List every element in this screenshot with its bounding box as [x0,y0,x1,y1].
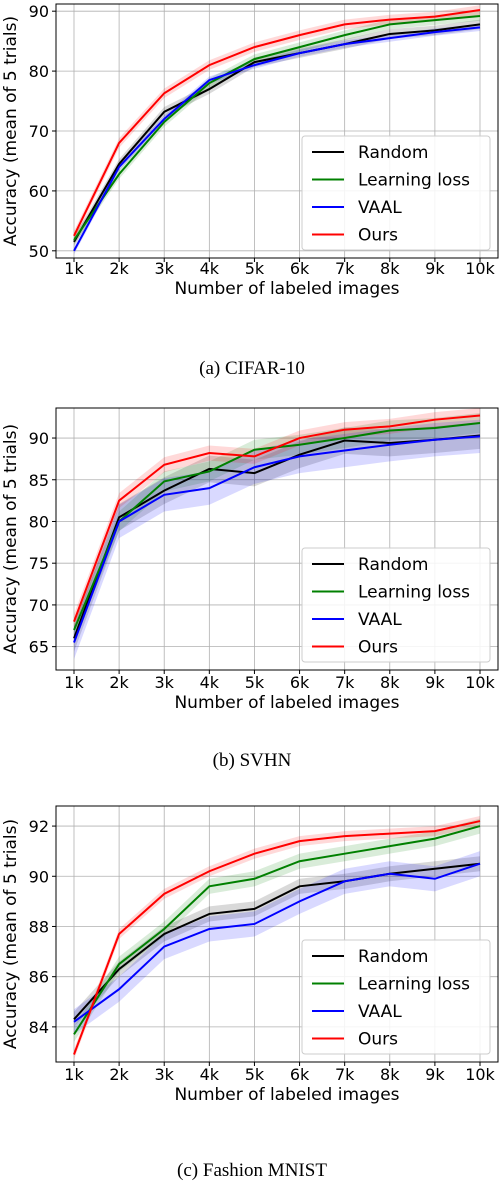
x-tick-label: 4k [200,1065,220,1084]
chart-caption: (b) SVHN [212,750,292,771]
x-tick-label: 5k [245,259,265,278]
y-tick-label: 50 [29,242,49,261]
chart-fashion-mnist: 1k 2k 3k 4k 5k 6k 7k 8k 9k 10k 84 86 88 90 92 Number of… [1,805,499,1105]
x-tick-label: 1k [64,673,84,692]
x-tick-label: 9k [425,259,445,278]
chart-panel-cifar10: 1k 2k 3k 4k 5k 6k 7k 8k 9k 10k 50 60 70 80 90 Number of… [0,0,504,390]
x-axis-label: Number of labeled images [174,279,399,299]
y-tick-label: 90 [29,2,49,21]
legend-label-random: Random [358,555,428,575]
x-tick-label: 7k [335,1065,355,1084]
y-tick-label: 80 [29,512,49,531]
x-tick-label: 2k [109,259,129,278]
y-tick-label: 60 [29,182,49,201]
series-band-learning-loss [74,413,480,640]
x-axis-label: Number of labeled images [174,1085,399,1105]
x-tick-label: 5k [245,673,265,692]
series-line-random [73,862,481,1021]
x-axis-label: Number of labeled images [174,693,399,713]
x-tick-label: 1k [64,259,84,278]
x-tick-label: 9k [425,673,445,692]
y-tick-label: 92 [29,817,49,836]
y-tick-label: 85 [29,471,49,490]
series-line-learning-loss [73,825,481,1035]
series-line-vaal [73,435,481,643]
y-axis-label: Accuracy (mean of 5 trials) [1,819,21,1049]
x-tick-label: 4k [200,673,220,692]
x-tick-label: 10k [465,1065,495,1084]
chart-panel-svhn: 1k 2k 3k 4k 5k 6k 7k 8k 9k 10k 65 70 75 80 85 90 Number … [0,392,504,782]
y-axis-label: Accuracy (mean of 5 trials) [1,424,21,654]
y-tick-label: 70 [29,122,49,141]
y-tick-label: 86 [29,968,49,987]
series-band-learning-loss [74,818,480,1042]
x-tick-label: 3k [154,673,174,692]
series-line-ours [73,9,481,237]
x-tick-label: 3k [154,259,174,278]
legend-label-vaal: VAAL [358,198,402,218]
legend-label-learning-loss: Learning loss [358,583,470,603]
series-line-random [73,23,481,243]
x-tick-label: 10k [465,259,495,278]
series-line-vaal [73,26,481,252]
legend-label-learning-loss: Learning loss [358,975,470,995]
legend-box [301,547,491,663]
y-tick-label: 88 [29,917,49,936]
series-line-vaal [73,862,481,1023]
series-band-vaal [74,851,480,1035]
x-tick-label: 2k [109,1065,129,1084]
x-tick-label: 1k [64,1065,84,1084]
legend-label-random: Random [358,143,428,163]
x-tick-label: 2k [109,673,129,692]
y-tick-label: 80 [29,62,49,81]
x-tick-label: 6k [290,673,310,692]
x-tick-label: 7k [335,673,355,692]
legend: Random Learning loss VAAL Ours [301,547,491,663]
chart-cifar10: 1k 2k 3k 4k 5k 6k 7k 8k 9k 10k 50 60 70 80 90 Number of… [1,2,499,299]
legend-label-random: Random [358,947,428,967]
plot-frame [55,805,499,1063]
y-tick-label: 90 [29,867,49,886]
y-tick-label: 70 [29,596,49,615]
x-tick-label: 6k [290,259,310,278]
y-tick-label: 75 [29,554,49,573]
chart-caption: (a) CIFAR-10 [199,358,305,379]
x-tick-label: 8k [380,673,400,692]
x-tick-label: 7k [335,259,355,278]
legend-label-learning-loss: Learning loss [358,171,470,191]
x-tick-label: 9k [425,1065,445,1084]
chart-caption: (c) Fashion MNIST [177,1160,327,1181]
x-tick-label: 3k [154,1065,174,1084]
x-tick-label: 4k [200,259,220,278]
plot-frame [55,407,499,671]
x-tick-label: 8k [380,259,400,278]
x-tick-label: 10k [465,673,495,692]
legend-box [301,939,491,1055]
legend-label-ours: Ours [358,638,398,658]
series-band-ours [74,408,480,630]
x-tick-label: 8k [380,1065,400,1084]
legend-label-vaal: VAAL [358,1002,402,1022]
legend-box [301,135,491,251]
legend: Random Learning loss VAAL Ours [301,939,491,1055]
y-axis-label: Accuracy (mean of 5 trials) [1,16,21,246]
legend-label-vaal: VAAL [358,610,402,630]
series-line-ours [73,820,481,1055]
chart-svhn: 1k 2k 3k 4k 5k 6k 7k 8k 9k 10k 65 70 75 80 85 90 Number … [1,407,499,713]
series-line-ours [73,414,481,622]
y-tick-label: 84 [29,1018,49,1037]
series-line-learning-loss [73,14,481,241]
chart-panel-fashion-mnist: 1k 2k 3k 4k 5k 6k 7k 8k 9k 10k 84 86 88 90 92 Number of… [0,784,504,1181]
y-tick-label: 90 [29,429,49,448]
legend-label-ours: Ours [358,1030,398,1050]
x-tick-label: 6k [290,1065,310,1084]
y-tick-label: 65 [29,638,49,657]
legend: Random Learning loss VAAL Ours [301,135,491,251]
legend-label-ours: Ours [358,226,398,246]
x-tick-label: 5k [245,1065,265,1084]
